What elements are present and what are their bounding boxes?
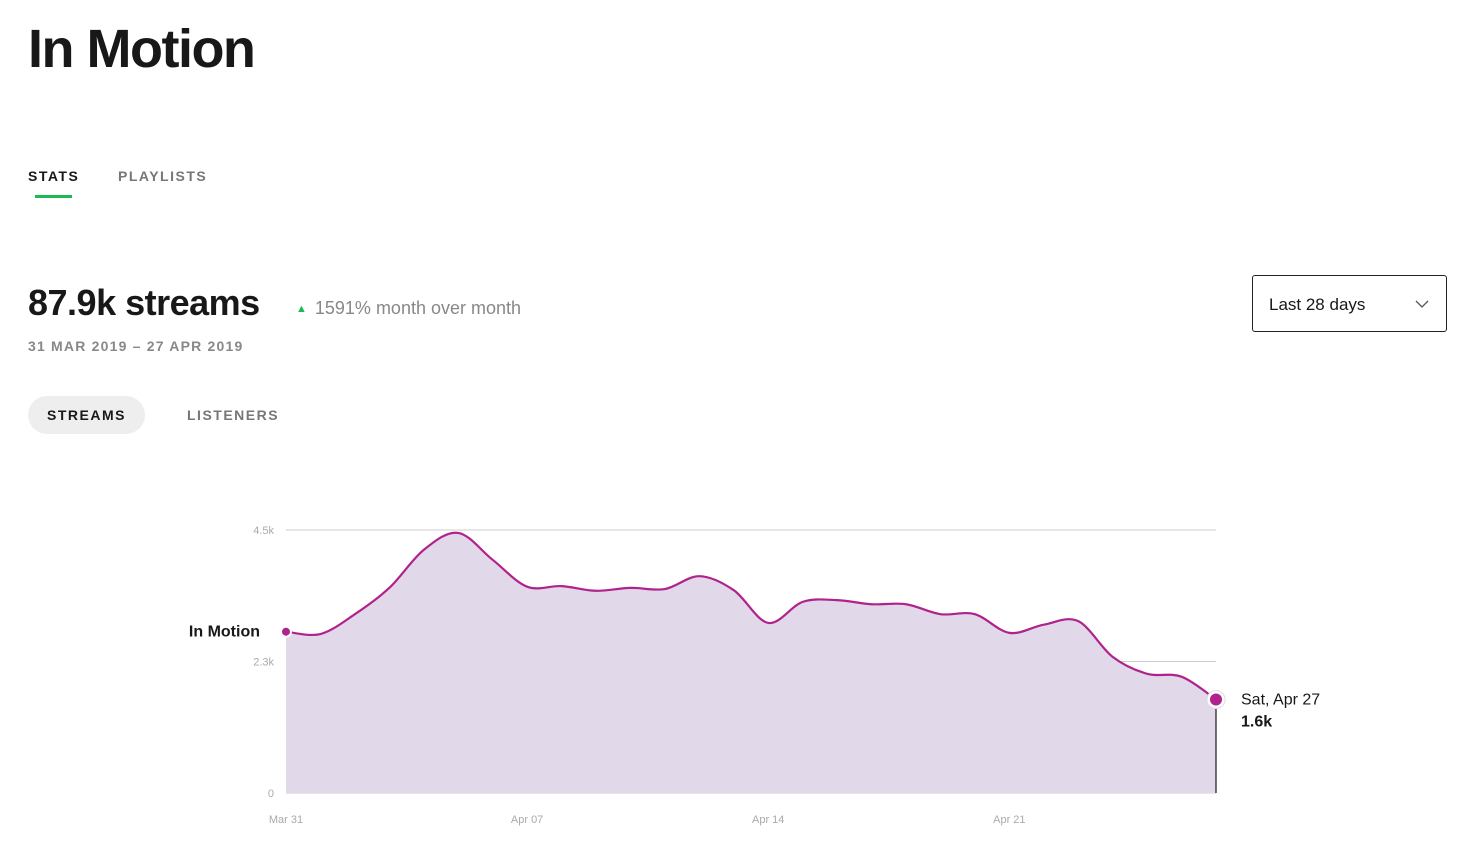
hover-point xyxy=(1210,693,1222,706)
line xyxy=(285,531,1217,701)
range-dropdown[interactable]: Last 28 days xyxy=(1252,275,1447,332)
chevron xyxy=(1415,300,1429,308)
x-tick-label: Apr 21 xyxy=(993,814,1025,826)
y-tick-label: 2.3k xyxy=(253,657,274,669)
page-title: In Motion xyxy=(28,19,256,79)
y-tick-label: 4.5k xyxy=(253,525,274,537)
dropdown-label: Last 28 days xyxy=(1269,295,1366,314)
tooltip-value: 1.6k xyxy=(1241,713,1272,730)
tab-underline xyxy=(35,195,72,198)
area xyxy=(286,532,1216,793)
y-tick-label: 0 xyxy=(268,788,274,800)
metric-tab[interactable]: STREAMS xyxy=(28,396,145,434)
series-label: In Motion xyxy=(189,624,260,641)
start-point xyxy=(280,625,292,638)
date-range: 31 MAR 2019 – 27 APR 2019 xyxy=(28,338,244,354)
metric-tab[interactable]: LISTENERS xyxy=(187,407,280,423)
x-tick-label: Mar 31 xyxy=(269,814,303,826)
change: ▲ 1591% month over month xyxy=(296,298,521,319)
x-tick-label: Apr 14 xyxy=(752,814,784,826)
tooltip-date: Sat, Apr 27 xyxy=(1241,691,1320,708)
x-tick-label: Apr 07 xyxy=(511,814,543,826)
tab[interactable]: STATS xyxy=(28,168,80,184)
stream-total: 87.9k streams xyxy=(28,282,260,323)
tab[interactable]: PLAYLISTS xyxy=(118,168,208,184)
change-text: 1591% month over month xyxy=(314,298,522,318)
up-icon: ▲ xyxy=(296,303,307,315)
